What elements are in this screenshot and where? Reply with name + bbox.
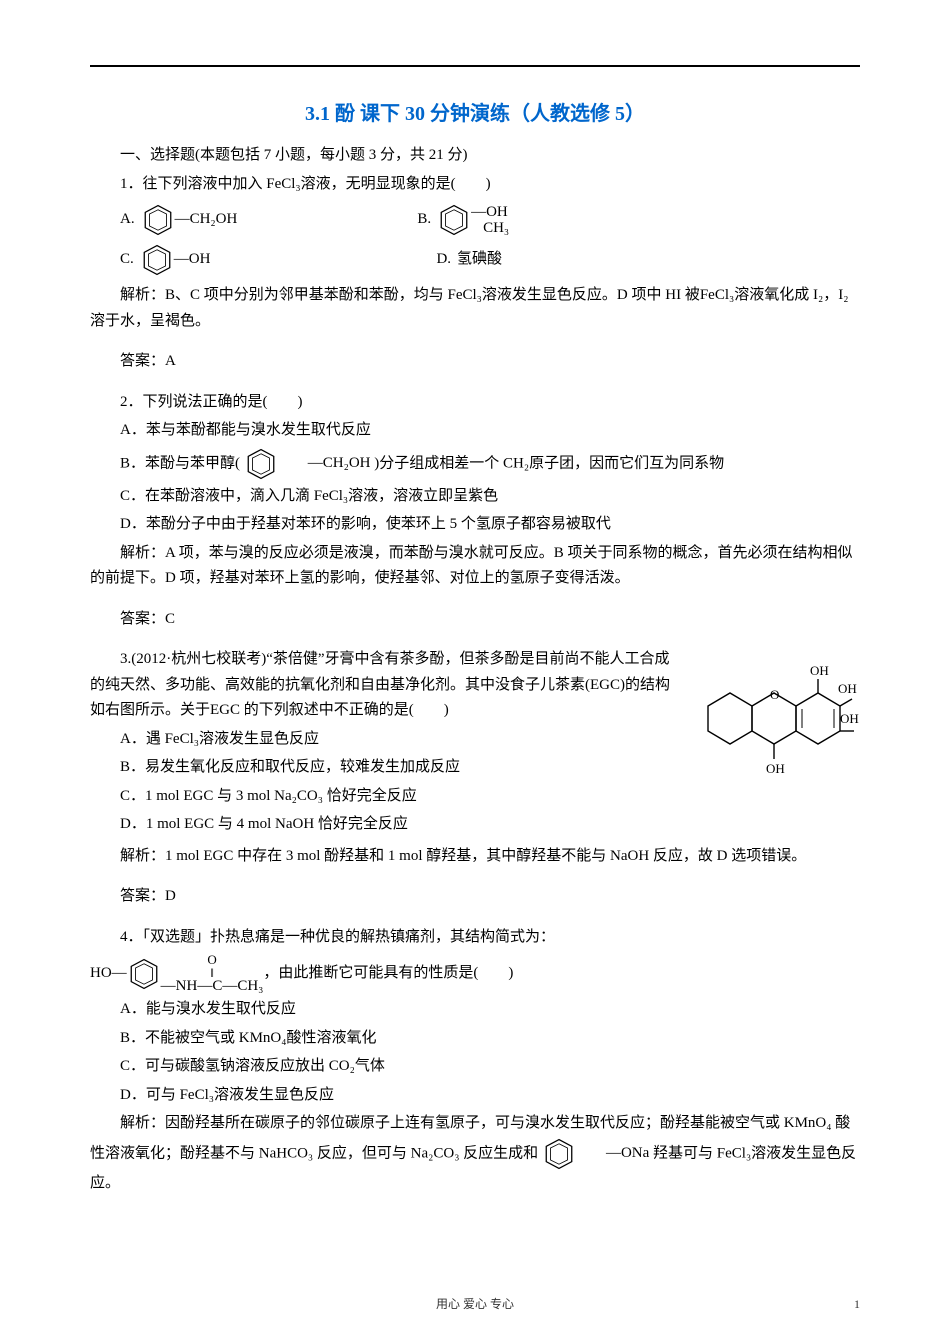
- q1-row-1: A. —CH₂OH B. —OH CH₃: [120, 203, 860, 237]
- q1-option-c: C. —OH: [120, 243, 210, 277]
- benzene-icon: [140, 243, 174, 277]
- q2-option-b: B．苯酚与苯甲醇( —CH₂OH )分子组成相差一个 CH₂原子团，因而它们互为…: [90, 447, 860, 481]
- q1-explanation: 解析：B、C 项中分别为邻甲基苯酚和苯酚，均与 FeCl₃溶液发生显色反应。D …: [90, 283, 860, 334]
- q4-mid: —NH—C—CH₃: [161, 979, 264, 994]
- q1-d-text: 氢碘酸: [457, 247, 502, 273]
- q2-explanation: 解析：A 项，苯与溴的反应必须是液溴，而苯酚与溴水就可反应。B 项关于同系物的概…: [90, 541, 860, 592]
- q1-b-top: —OH: [471, 204, 509, 221]
- o-cresol-icon: —OH CH₃: [437, 203, 509, 237]
- q2-b-post: )分子组成相差一个 CH₂原子团，因而它们互为同系物: [374, 455, 724, 471]
- page: 3.1 酚 课下 30 分钟演练（人教选修 5） 一、选择题(本题包括 7 小题…: [0, 0, 950, 1344]
- benzyl-alcohol-icon: —CH₂OH: [141, 203, 238, 237]
- page-number: 1: [854, 1294, 860, 1314]
- benzene-icon: [542, 1137, 576, 1171]
- q2-b-group: —CH₂OH: [278, 451, 371, 477]
- q4-tail: ，由此推断它可能具有的性质是( ): [263, 961, 513, 987]
- q1-b-bottom: CH₃: [471, 220, 509, 237]
- q1-option-a: A. —CH₂OH: [120, 203, 237, 237]
- egc-oh-bottom: OH: [766, 761, 785, 776]
- q1-stem: 1．往下列溶液中加入 FeCl₃溶液，无明显现象的是( ): [90, 172, 860, 198]
- benzene-icon: [244, 447, 278, 481]
- q1-d-label: D.: [436, 247, 451, 273]
- q3-option-d: D．1 mol EGC 与 4 mol NaOH 恰好完全反应: [90, 812, 860, 838]
- q4-option-a: A．能与溴水发生取代反应: [90, 997, 860, 1023]
- egc-oh-1: OH: [810, 663, 829, 678]
- q1-answer: 答案：A: [90, 349, 860, 375]
- q1-c-label: C.: [120, 247, 134, 273]
- paracetamol-structure: HO— O ‖ —NH—C—CH₃ ，由此推断它可能具有的性质是( ): [90, 953, 860, 994]
- q3-answer: 答案：D: [90, 884, 860, 910]
- benzene-icon: [141, 203, 175, 237]
- q2-option-a: A．苯与苯酚都能与溴水发生取代反应: [90, 418, 860, 444]
- q1-a-group: —CH₂OH: [175, 207, 238, 233]
- benzene-icon: [437, 203, 471, 237]
- q1-option-d: D. 氢碘酸: [436, 247, 502, 273]
- phenol-icon: —OH: [140, 243, 211, 277]
- benzyl-alcohol-icon: —CH₂OH: [244, 447, 371, 481]
- sodium-phenolate-icon: —ONa: [542, 1137, 649, 1171]
- q2-answer: 答案：C: [90, 607, 860, 633]
- egc-oh-2: OH: [838, 681, 857, 696]
- q2-option-c: C．在苯酚溶液中，滴入几滴 FeCl₃溶液，溶液立即呈紫色: [90, 484, 860, 510]
- q1-c-group: —OH: [174, 247, 211, 273]
- q4-expl-group: —ONa: [576, 1141, 649, 1167]
- q4-option-d: D．可与 FeCl₃溶液发生显色反应: [90, 1083, 860, 1109]
- q4-option-b: B．不能被空气或 KMnO₄酸性溶液氧化: [90, 1026, 860, 1052]
- q1-a-label: A.: [120, 207, 135, 233]
- q1-row-2: C. —OH D. 氢碘酸: [120, 243, 860, 277]
- q1-option-b: B. —OH CH₃: [417, 203, 509, 237]
- q4-left: HO—: [90, 961, 127, 987]
- q2-option-d: D．苯酚分子中由于羟基对苯环的影响，使苯环上 5 个氢原子都容易被取代: [90, 512, 860, 538]
- section-1-heading: 一、选择题(本题包括 7 小题，每小题 3 分，共 21 分): [90, 143, 860, 169]
- q3-explanation: 解析：1 mol EGC 中存在 3 mol 酚羟基和 1 mol 醇羟基，其中…: [90, 844, 860, 870]
- q4-stem-line1: 4．「双选题」扑热息痛是一种优良的解热镇痛剂，其结构简式为：: [90, 925, 860, 951]
- egc-oh-3: OH: [840, 711, 859, 726]
- q4-option-c: C．可与碳酸氢钠溶液反应放出 CO₂气体: [90, 1054, 860, 1080]
- footer-motto: 用心 爱心 专心: [436, 1297, 514, 1311]
- page-title: 3.1 酚 课下 30 分钟演练（人教选修 5）: [90, 97, 860, 131]
- q4-explanation: 解析：因酚羟基所在碳原子的邻位碳原子上连有氢原子，可与溴水发生取代反应；酚羟基能…: [90, 1111, 860, 1196]
- q1-b-label: B.: [417, 207, 431, 233]
- egc-structure-icon: O OH OH OH OH: [690, 651, 860, 801]
- page-footer: 用心 爱心 专心 1: [0, 1294, 950, 1314]
- q2-b-pre: B．苯酚与苯甲醇(: [120, 455, 240, 471]
- top-rule: [90, 65, 860, 67]
- egc-o: O: [770, 687, 779, 702]
- benzene-icon: [127, 957, 161, 991]
- q2-stem: 2．下列说法正确的是( ): [90, 390, 860, 416]
